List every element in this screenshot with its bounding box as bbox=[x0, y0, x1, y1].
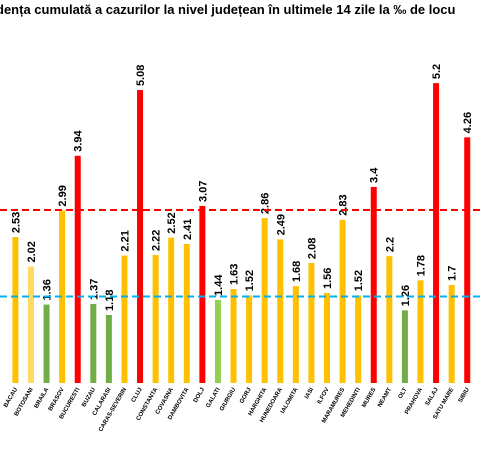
x-tick-label: SALAJ bbox=[425, 387, 440, 407]
bar bbox=[199, 205, 206, 383]
bar bbox=[448, 284, 455, 383]
x-tick-label: OLT bbox=[398, 387, 409, 400]
bar bbox=[137, 90, 144, 383]
bar bbox=[292, 286, 299, 383]
value-label: 5.08 bbox=[135, 65, 147, 86]
bar bbox=[355, 295, 362, 383]
value-label: 2.08 bbox=[306, 238, 318, 259]
bar bbox=[121, 255, 128, 383]
value-label: 1.52 bbox=[244, 270, 256, 291]
bar bbox=[308, 263, 315, 383]
bar bbox=[324, 293, 330, 383]
bar bbox=[246, 295, 253, 383]
chart-title: dența cumulată a cazurilor la nivel jude… bbox=[0, 2, 456, 17]
value-label: 5.2 bbox=[431, 64, 443, 79]
value-label: 1.44 bbox=[213, 274, 225, 296]
x-tick-label: BACAU bbox=[3, 387, 19, 409]
value-label: 3.94 bbox=[73, 130, 85, 152]
value-label: 2.99 bbox=[57, 185, 69, 206]
x-tick-label: GIURGIU bbox=[219, 387, 237, 412]
bar bbox=[90, 303, 97, 383]
bar bbox=[230, 289, 237, 383]
value-label: 1.52 bbox=[353, 270, 365, 291]
x-tick-label: IASI bbox=[304, 387, 315, 400]
bar bbox=[27, 266, 34, 383]
value-label: 1.56 bbox=[322, 268, 334, 289]
bar bbox=[277, 239, 284, 383]
value-label: 3.07 bbox=[197, 181, 209, 202]
bar bbox=[214, 299, 221, 383]
bar bbox=[43, 304, 50, 383]
x-tick-label: BUZAU bbox=[81, 387, 97, 408]
x-tick-label: GORJ bbox=[239, 387, 253, 405]
value-label: 2.49 bbox=[275, 214, 287, 235]
x-tick-label: ILFOV bbox=[317, 387, 331, 405]
bar bbox=[12, 237, 19, 383]
bar bbox=[464, 137, 471, 383]
value-label: 1.37 bbox=[88, 279, 100, 300]
bar bbox=[105, 314, 112, 383]
x-tick-label: SIBIU bbox=[458, 387, 471, 404]
value-label: 2.21 bbox=[119, 230, 131, 251]
bar bbox=[386, 256, 393, 383]
value-label: 1.26 bbox=[400, 285, 412, 306]
x-tick-label: BRAILA bbox=[34, 386, 51, 409]
value-label: 2.53 bbox=[10, 212, 22, 233]
x-tick-label: MURES bbox=[361, 387, 377, 409]
x-tick-label: GALATI bbox=[206, 387, 222, 409]
bar bbox=[401, 310, 408, 383]
x-tick-label: DOLJ bbox=[193, 387, 206, 404]
x-tick-label: NEAMT bbox=[377, 387, 393, 409]
value-label: 2.83 bbox=[338, 194, 350, 215]
bar bbox=[433, 83, 440, 383]
bar bbox=[183, 244, 190, 383]
value-label: 1.18 bbox=[104, 290, 116, 311]
bar bbox=[370, 186, 377, 383]
value-label: 1.7 bbox=[447, 266, 459, 281]
bar bbox=[59, 210, 66, 383]
bar bbox=[417, 280, 424, 383]
value-label: 1.63 bbox=[229, 264, 241, 285]
value-label: 1.36 bbox=[42, 279, 54, 300]
value-label: 2.86 bbox=[260, 193, 272, 214]
bar bbox=[168, 237, 175, 383]
value-label: 1.68 bbox=[291, 261, 303, 282]
value-label: 2.41 bbox=[182, 219, 194, 240]
value-label: 2.02 bbox=[26, 241, 38, 262]
value-label: 1.78 bbox=[415, 255, 427, 276]
bar bbox=[339, 219, 346, 383]
value-label: 3.4 bbox=[369, 167, 381, 183]
value-label: 2.22 bbox=[151, 230, 163, 251]
value-label: 2.2 bbox=[384, 237, 396, 252]
bar bbox=[261, 218, 268, 383]
bar bbox=[152, 254, 159, 383]
x-tick-label: CLUJ bbox=[131, 387, 144, 404]
value-label: 2.52 bbox=[166, 212, 178, 233]
bar bbox=[74, 155, 81, 383]
value-label: 4.26 bbox=[462, 112, 474, 133]
